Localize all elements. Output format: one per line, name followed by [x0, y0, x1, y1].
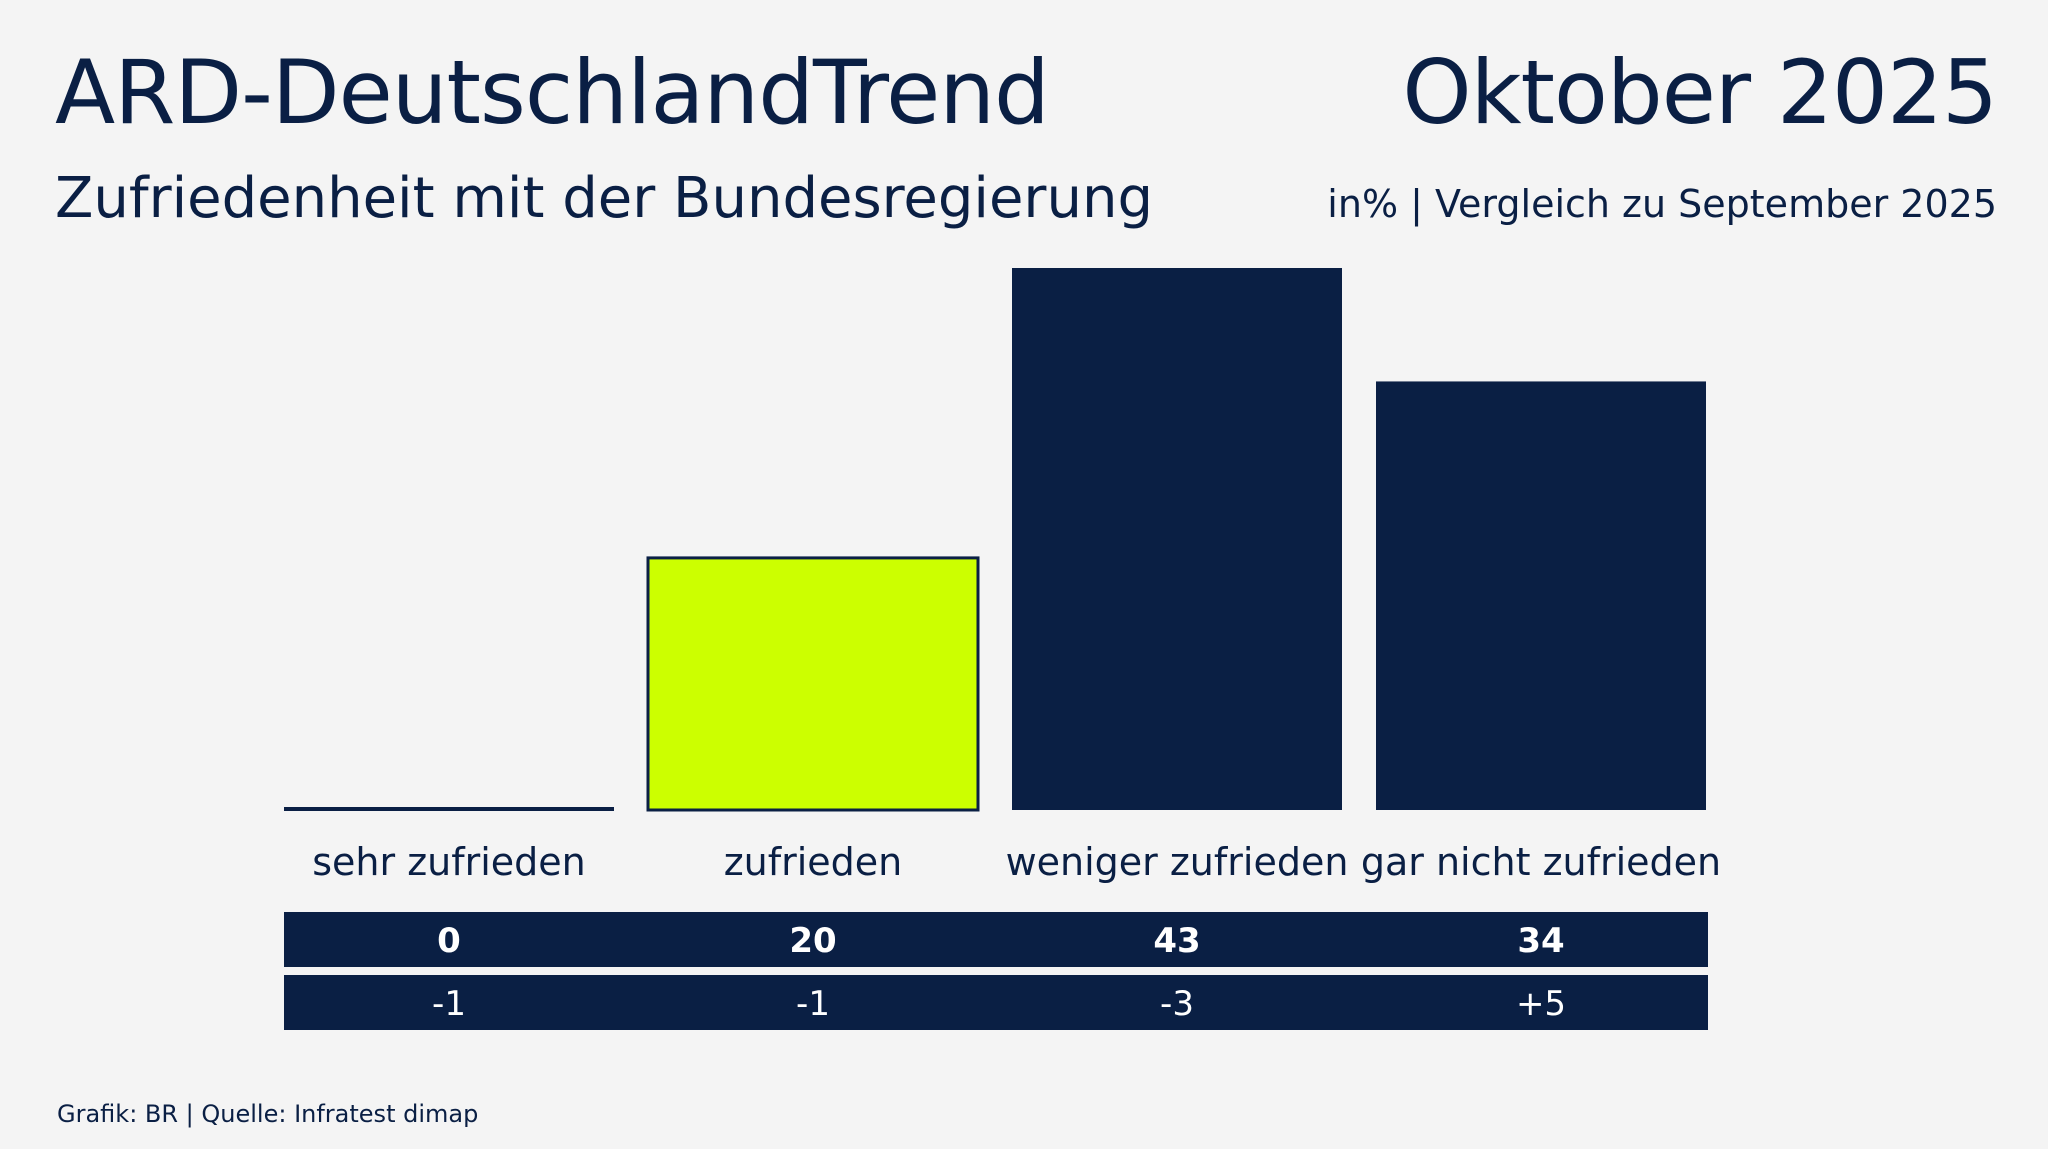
- chart-title: ARD-DeutschlandTrend: [55, 41, 1050, 144]
- category-label-2: weniger zufrieden: [1006, 840, 1349, 884]
- value-label-0: 0: [437, 921, 461, 961]
- category-label-3: gar nicht zufrieden: [1361, 840, 1721, 884]
- bar-2: [1012, 268, 1342, 810]
- source-footer: Grafik: BR | Quelle: Infratest dimap: [57, 1100, 479, 1128]
- change-label-3: +5: [1516, 984, 1566, 1024]
- category-label-0: sehr zufrieden: [312, 840, 586, 884]
- chart-date: Oktober 2025: [1402, 41, 1998, 144]
- value-label-1: 20: [789, 921, 836, 961]
- value-label-3: 34: [1517, 921, 1564, 961]
- change-label-0: -1: [432, 984, 466, 1024]
- chart-subtitle: Zufriedenheit mit der Bundesregierung: [55, 166, 1153, 231]
- value-label-2: 43: [1153, 921, 1200, 961]
- value-row: [284, 912, 1708, 967]
- change-label-1: -1: [796, 984, 830, 1024]
- change-row: [284, 975, 1708, 1030]
- unit-note: in% | Vergleich zu September 2025: [1327, 182, 1997, 226]
- bar-0: [284, 807, 614, 811]
- bar-3: [1376, 381, 1706, 810]
- category-label-1: zufrieden: [724, 840, 903, 884]
- bar-1: [646, 556, 980, 812]
- change-label-2: -3: [1160, 984, 1194, 1024]
